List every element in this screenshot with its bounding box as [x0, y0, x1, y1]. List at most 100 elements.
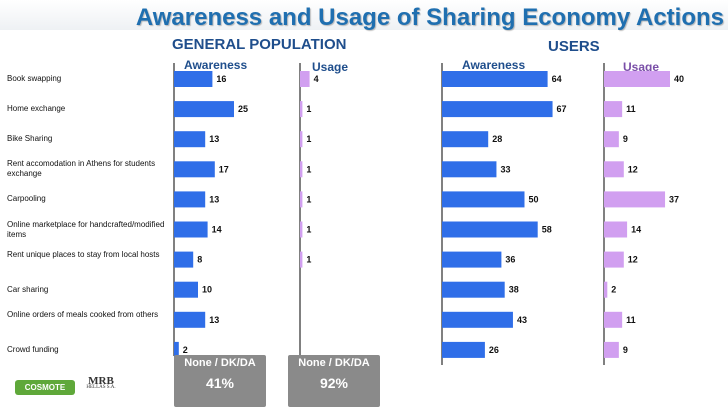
- users-usage-bar: [604, 281, 608, 298]
- general-awareness-value: 2: [183, 345, 188, 355]
- users-usage-value: 2: [611, 285, 616, 295]
- general-usage-value: 1: [306, 134, 311, 144]
- users-usage-value: 12: [628, 255, 638, 265]
- users-usage-bar: [604, 71, 670, 87]
- users-usage-value: 9: [623, 345, 628, 355]
- category-label: Rent accomodation in Athens for students…: [7, 159, 156, 179]
- users-awareness-bar: [442, 101, 553, 118]
- users-awareness-bar: [442, 191, 525, 208]
- general-awareness-bar: [174, 71, 213, 87]
- users-usage-value: 11: [626, 104, 636, 114]
- general-usage-bar: [300, 251, 303, 268]
- users-usage-value: 37: [669, 194, 679, 204]
- general-awareness-value: 13: [209, 315, 219, 325]
- users-usage-bar: [604, 191, 666, 208]
- general-awareness-bar: [174, 281, 198, 298]
- users-usage-header: Usage: [623, 60, 660, 74]
- general-awareness-bar: [174, 191, 206, 208]
- category-label: Car sharing: [7, 284, 49, 294]
- category-label: Bike Sharing: [7, 134, 53, 144]
- general-awareness-value: 25: [238, 104, 248, 114]
- users-usage-bar: [604, 221, 628, 238]
- category-label: Online orders of meals cooked from other…: [7, 309, 159, 319]
- general-awareness-value: 10: [202, 285, 212, 295]
- general-usage-bar: [300, 71, 310, 87]
- general-awareness-value: 14: [212, 225, 222, 235]
- category-label: Carpooling: [7, 194, 46, 204]
- users-awareness-bar: [442, 281, 505, 298]
- cosmote-logo: COSMOTE: [15, 380, 75, 395]
- general-awareness-bar: [174, 101, 234, 118]
- users-usage-bar: [604, 161, 624, 178]
- general-awareness-value: 13: [209, 194, 219, 204]
- general-awareness-none-box: None / DK/DA 41%: [174, 355, 266, 407]
- users-usage-bar: [604, 341, 619, 358]
- general-awareness-header: Awareness: [184, 58, 248, 72]
- users-awareness-bar: [442, 161, 497, 178]
- users-usage-value: 9: [623, 134, 628, 144]
- none-label: None / DK/DA: [298, 357, 370, 369]
- users-usage-value: 11: [626, 315, 636, 325]
- users-title: USERS: [548, 38, 600, 55]
- category-label: Book swapping: [7, 74, 62, 83]
- general-usage-value: 1: [306, 194, 311, 204]
- general-awareness-bar: [174, 221, 208, 238]
- general-awareness-value: 8: [197, 255, 202, 265]
- general-usage-header: Usage: [312, 60, 349, 74]
- category-label: Crowd funding: [7, 344, 59, 354]
- general-usage-bar: [300, 161, 303, 178]
- mrb-logo: MRB HELLAS S.A.: [86, 375, 116, 390]
- page-title: Awareness and Usage of Sharing Economy A…: [135, 4, 724, 31]
- category-label: Online marketplace for handcrafted/modif…: [7, 219, 165, 239]
- general-usage-bar: [300, 101, 303, 118]
- general-usage-value: 1: [306, 164, 311, 174]
- users-awareness-value: 64: [552, 74, 562, 84]
- general-usage-value: 1: [306, 255, 311, 265]
- users-usage-bar: [604, 131, 619, 148]
- users-awareness-bar: [442, 131, 489, 148]
- general-usage-none-box: None / DK/DA 92%: [288, 355, 380, 407]
- users-awareness-bar: [442, 221, 538, 238]
- users-awareness-value: 28: [492, 134, 502, 144]
- general-awareness-value: 13: [209, 134, 219, 144]
- general-usage-bar: [300, 191, 303, 208]
- general-usage-value: 1: [306, 104, 311, 114]
- users-usage-value: 12: [628, 164, 638, 174]
- general-usage-bar: [300, 221, 303, 238]
- users-awareness-bar: [442, 341, 485, 358]
- general-usage-value: 4: [314, 74, 319, 84]
- users-usage-bar: [604, 311, 623, 328]
- users-usage-bar: [604, 251, 624, 268]
- general-awareness-bar: [174, 161, 215, 178]
- general-awareness-value: 16: [216, 74, 226, 84]
- users-awareness-header: Awareness: [462, 58, 526, 72]
- category-label: Home exchange: [7, 104, 66, 114]
- category-label: Rent unique places to stay from local ho…: [7, 249, 160, 259]
- general-awareness-bar: [174, 131, 206, 148]
- general-population-title: GENERAL POPULATION: [172, 36, 347, 53]
- users-awareness-value: 67: [557, 104, 567, 114]
- users-usage-bar: [604, 101, 623, 118]
- none-label: None / DK/DA: [184, 357, 256, 369]
- general-awareness-bar: [174, 311, 206, 328]
- users-awareness-bar: [442, 311, 513, 328]
- general-usage-bar: [300, 131, 303, 148]
- users-awareness-value: 36: [505, 255, 515, 265]
- users-awareness-value: 38: [509, 285, 519, 295]
- none-value-usage: 92%: [319, 375, 349, 391]
- users-awareness-value: 43: [517, 315, 527, 325]
- users-awareness-value: 50: [529, 194, 539, 204]
- users-usage-value: 40: [674, 74, 684, 84]
- title-band: [0, 0, 728, 30]
- general-usage-value: 1: [306, 225, 311, 235]
- users-awareness-value: 58: [542, 225, 552, 235]
- none-value-awareness: 41%: [205, 375, 235, 391]
- users-awareness-bar: [442, 251, 502, 268]
- general-awareness-value: 17: [219, 164, 229, 174]
- users-awareness-value: 33: [500, 164, 510, 174]
- users-awareness-value: 26: [489, 345, 499, 355]
- users-usage-value: 14: [631, 225, 641, 235]
- users-awareness-bar: [442, 71, 548, 87]
- general-awareness-bar: [174, 341, 179, 358]
